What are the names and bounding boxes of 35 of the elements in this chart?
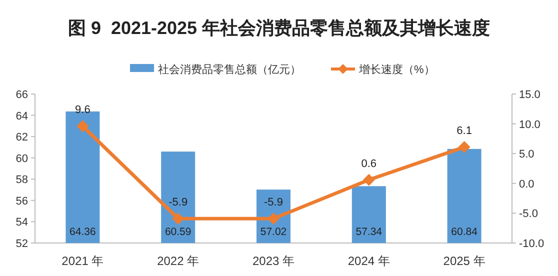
y-tick-label: 54 xyxy=(16,216,28,229)
y-tick-label: 62 xyxy=(16,132,28,144)
y2-tick-label: 5.0 xyxy=(519,148,534,161)
y2-tick-label: 0.0 xyxy=(519,178,534,190)
data-label: 60.84 xyxy=(451,226,478,238)
x-tick-label: 2021 年 xyxy=(62,254,104,268)
x-tick-label: 2023 年 xyxy=(252,254,295,268)
chart-title: 图 9 2021-2025 年社会消费品零售总额及其增长速度 xyxy=(68,18,490,38)
y2-tick-label: -10.0 xyxy=(519,238,544,250)
y-tick-label: 60 xyxy=(16,152,28,165)
data-label: -5.9 xyxy=(168,196,188,209)
point xyxy=(268,212,280,225)
point xyxy=(76,120,89,132)
data-label: 6.1 xyxy=(456,125,472,138)
y2-tick-label: 15.0 xyxy=(519,89,540,101)
legend-label: 社会消费品零售总额（亿元） xyxy=(158,63,301,76)
y2-tick-label: -5.0 xyxy=(519,208,538,220)
legend-label: 增长速度（%） xyxy=(358,63,435,76)
data-label: 57.02 xyxy=(260,226,287,238)
point xyxy=(458,141,470,154)
y-tick-label: 66 xyxy=(16,89,28,101)
x-tick-label: 2024 年 xyxy=(348,254,390,268)
point xyxy=(362,174,375,186)
data-label: 57.34 xyxy=(356,226,382,238)
data-label: 60.59 xyxy=(164,226,192,238)
x-tick-label: 2025 年 xyxy=(443,254,486,268)
data-label: -5.9 xyxy=(264,196,283,209)
y-tick-label: 56 xyxy=(16,195,28,208)
y-tick-label: 58 xyxy=(16,174,28,186)
data-label: 0.6 xyxy=(361,158,377,170)
y-tick-label: 64 xyxy=(16,110,28,122)
y-tick-label: 52 xyxy=(16,238,28,250)
x-tick-label: 2022 年 xyxy=(157,254,200,268)
data-label: 64.36 xyxy=(70,226,96,238)
y2-tick-label: 10.0 xyxy=(519,118,540,131)
